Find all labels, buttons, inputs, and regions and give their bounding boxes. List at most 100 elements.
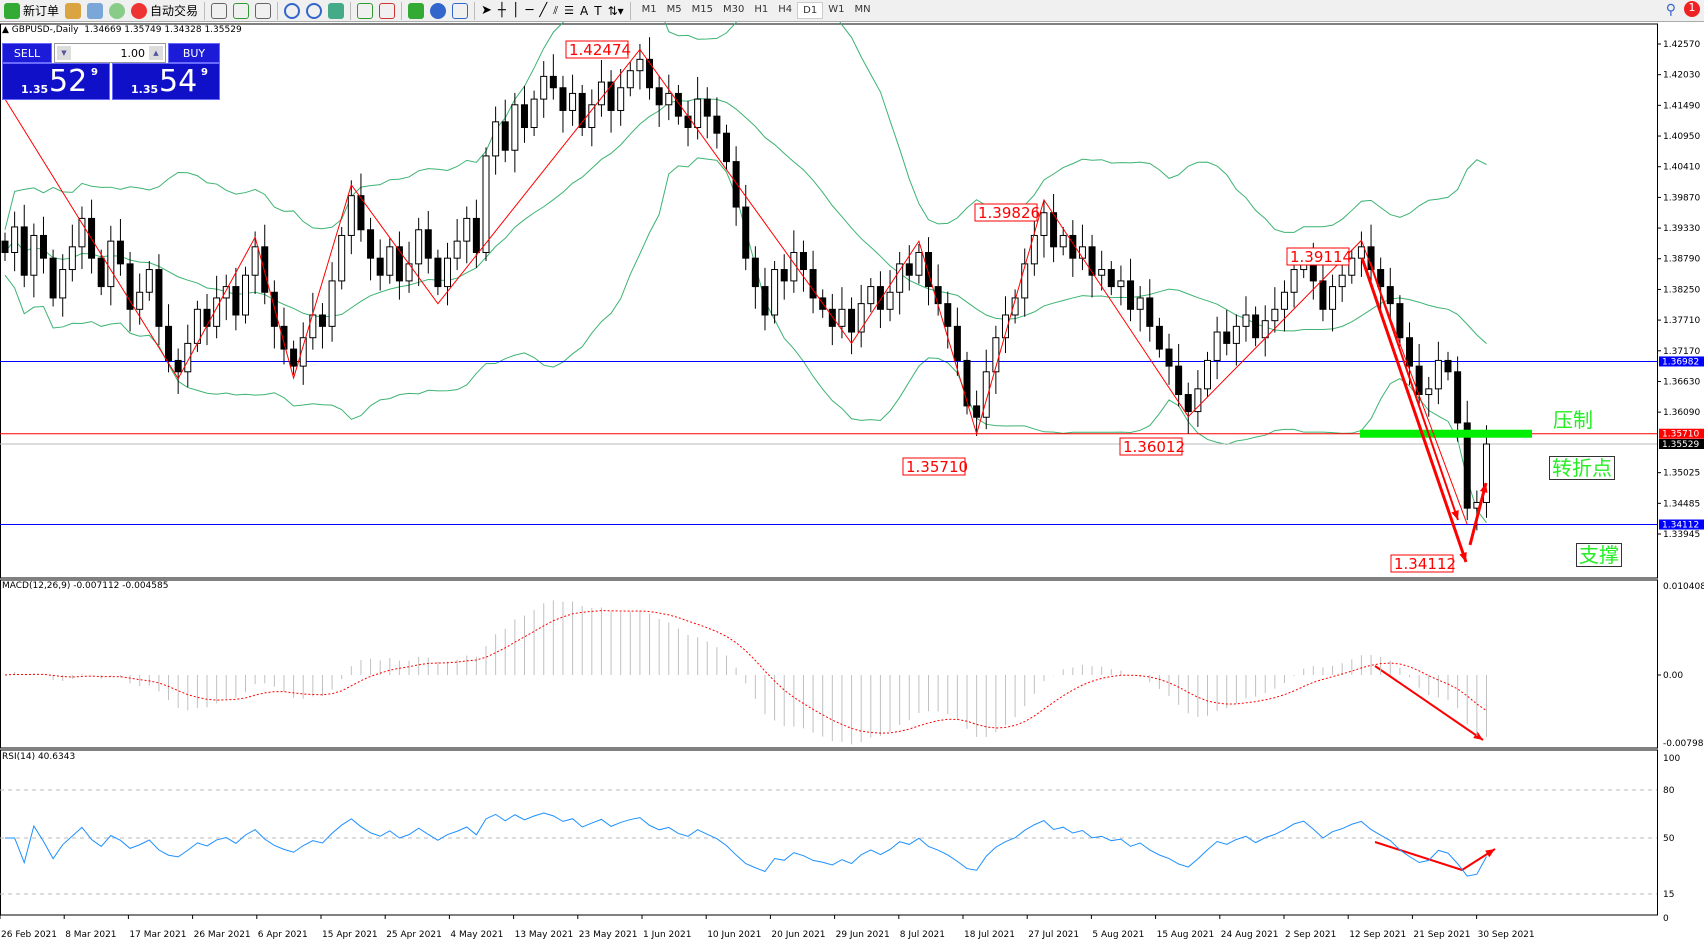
bear-candle [674,92,682,117]
lot-size-stepper[interactable]: ▼ 1.00 ▲ [54,43,166,63]
timeframe-m1[interactable]: M1 [641,4,657,15]
rsi-divergence-arrow-head [1485,849,1495,858]
trendline-icon[interactable]: ╱ [539,3,548,18]
vertical-line-icon[interactable]: │ [511,3,520,18]
cursor-icon[interactable]: ➤ [481,3,492,18]
auto-scroll-icon[interactable] [357,2,374,19]
bar-chart-icon[interactable] [211,2,228,19]
increase-lot-icon[interactable]: ▲ [149,46,163,60]
bull-candle [328,280,336,327]
zoom-in-icon[interactable] [284,2,301,19]
price-tick-label: 1.37170 [1663,347,1700,357]
bear-candle [1319,280,1327,310]
text-icon[interactable]: A [580,3,589,18]
chart-shift-icon[interactable] [379,2,396,19]
decrease-lot-icon[interactable]: ▼ [57,46,71,60]
bear-candle [126,263,134,310]
new-order-button[interactable]: 新订单 [4,2,59,19]
bull-candle [1030,234,1038,265]
chart-canvas[interactable]: 1.42570 1.42030 1.41490 1.40950 1.40410 1.398… [0,22,1704,941]
bull-candle [1011,297,1019,316]
price-tick-label: 1.42030 [1663,71,1700,81]
bull-candle [838,308,846,327]
fibonacci-icon[interactable]: ☰ [564,4,575,17]
search-icon[interactable]: ⚲ [1665,2,1676,18]
server-icon[interactable] [87,2,104,19]
auto-trading-button[interactable]: 自动交易 [131,2,198,19]
rsi-axis-label: 80 [1663,786,1675,796]
bear-candle [434,257,442,288]
bull-candle [242,274,249,316]
bear-candle [655,87,663,106]
bull-candle [511,104,519,151]
zigzag-label-box [565,40,629,59]
bear-candle [1,240,9,253]
buy-price[interactable]: 1.35 54 9 [112,63,220,100]
timeframe-m5[interactable]: M5 [666,4,682,15]
templates-icon[interactable] [452,2,469,19]
bull-candle [453,240,461,259]
rsi-divergence-arrow [1374,841,1496,872]
sell-price-fraction: 9 [91,67,98,78]
notification-badge[interactable]: 1 [1684,1,1700,17]
text-label-icon[interactable]: T [594,3,602,18]
bear-candle [472,217,480,253]
candlestick-icon[interactable] [233,2,250,19]
bull-candle [30,234,38,276]
turning-point-zone [1360,429,1532,438]
bull-candle [1136,297,1144,310]
date-label: 6 Apr 2021 [258,930,308,940]
crosshair-icon[interactable]: ┼ [497,3,506,18]
bull-candle [251,246,259,276]
bear-candle [203,308,211,327]
sell-button[interactable]: SELL [2,43,52,63]
bear-candle [1377,269,1385,288]
equidistant-channel-icon[interactable]: ⫽ [553,3,559,17]
timeframe-h1[interactable]: H1 [754,4,769,15]
down-trend-arrow [1360,257,1468,563]
zoom-out-icon[interactable] [306,2,323,19]
bull-candle [213,297,221,327]
date-label: 2 Sep 2021 [1285,930,1336,940]
bear-candle [828,308,836,327]
bear-candle [780,269,788,282]
bear-candle [501,121,509,151]
timeframe-w1[interactable]: W1 [828,4,845,15]
history-icon[interactable] [65,2,82,19]
line-chart-icon[interactable] [255,2,272,19]
bear-candle [165,325,173,361]
bear-candle [318,314,326,327]
signal-icon[interactable] [109,2,126,19]
indicators-icon[interactable] [408,2,425,19]
sell-price[interactable]: 1.35 52 9 [2,63,110,100]
price-tick-label: 1.33945 [1663,530,1700,540]
rsi-label: RSI(14) 40.6343 [2,752,76,762]
horizontal-line-icon[interactable]: ─ [525,3,534,18]
bull-candle [530,98,538,129]
bear-candle [1107,269,1115,288]
tile-windows-icon[interactable] [328,2,345,19]
timeframe-mn[interactable]: MN [854,4,871,15]
timeframe-m30[interactable]: M30 [723,4,745,15]
bull-candle [1425,388,1433,396]
lot-size-value[interactable]: 1.00 [120,47,146,60]
date-label: 13 May 2021 [515,930,574,940]
chart-symbol: GBPUSD-,Daily [11,25,79,35]
bull-candle [184,342,192,373]
periods-clock-icon[interactable] [430,2,447,19]
bull-candle [1329,286,1337,310]
timeframe-h4[interactable]: H4 [778,4,793,15]
bear-candle [20,226,28,276]
macd-divergence-arrow [1374,665,1484,741]
timeframe-m15[interactable]: M15 [691,4,714,15]
turning-point-annotation: 转折点 [1549,456,1615,480]
new-order-icon [4,2,20,19]
arrows-icon[interactable]: ⇅▾ [607,3,624,18]
bull-candle [867,286,875,305]
buy-button[interactable]: BUY [168,43,220,63]
price-tick-label: 1.40410 [1663,163,1700,173]
date-label: 12 Sep 2021 [1349,930,1406,940]
bear-candle [1184,394,1192,413]
timeframe-d1[interactable]: D1 [797,2,824,19]
bear-candle [520,104,528,129]
